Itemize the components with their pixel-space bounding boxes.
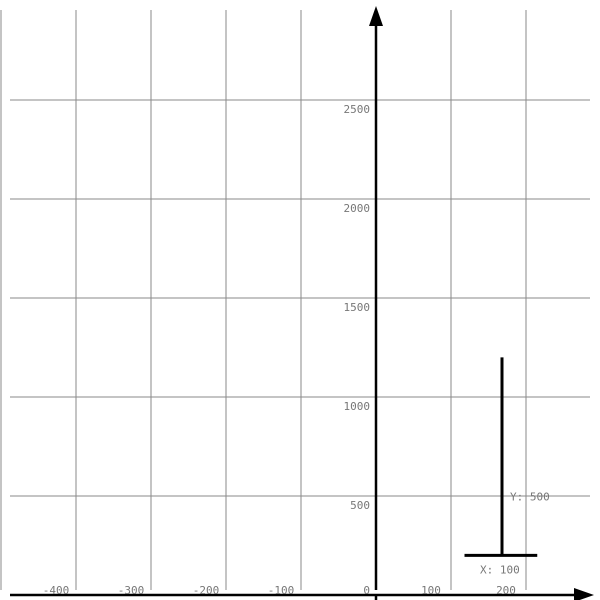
x-tick-label: -400 [43,584,70,597]
axes [10,6,594,600]
x-tick-label: 100 [421,584,441,597]
y-tick-label: 2000 [344,202,371,215]
x-tick-label: -300 [118,584,145,597]
y-tick-label: 1000 [344,400,371,413]
marker-y-readout: Y: 500 [510,490,550,503]
cursor-marker[interactable]: X: 100 Y: 500 [464,357,550,576]
marker-x-readout: X: 100 [480,563,520,576]
x-tick-label: -200 [193,584,220,597]
y-tick-label: 2500 [344,103,371,116]
tick-labels: -400 -300 -200 -100 100 200050010001500200025… [43,103,516,597]
y-tick-label: 0 [363,584,370,597]
x-axis-arrow [574,588,594,600]
grid [0,10,590,590]
x-tick-label: -100 [268,584,295,597]
y-tick-label: 1500 [344,301,371,314]
y-axis-arrow [369,6,383,26]
y-tick-label: 500 [350,499,370,512]
x-tick-label: 200 [496,584,516,597]
